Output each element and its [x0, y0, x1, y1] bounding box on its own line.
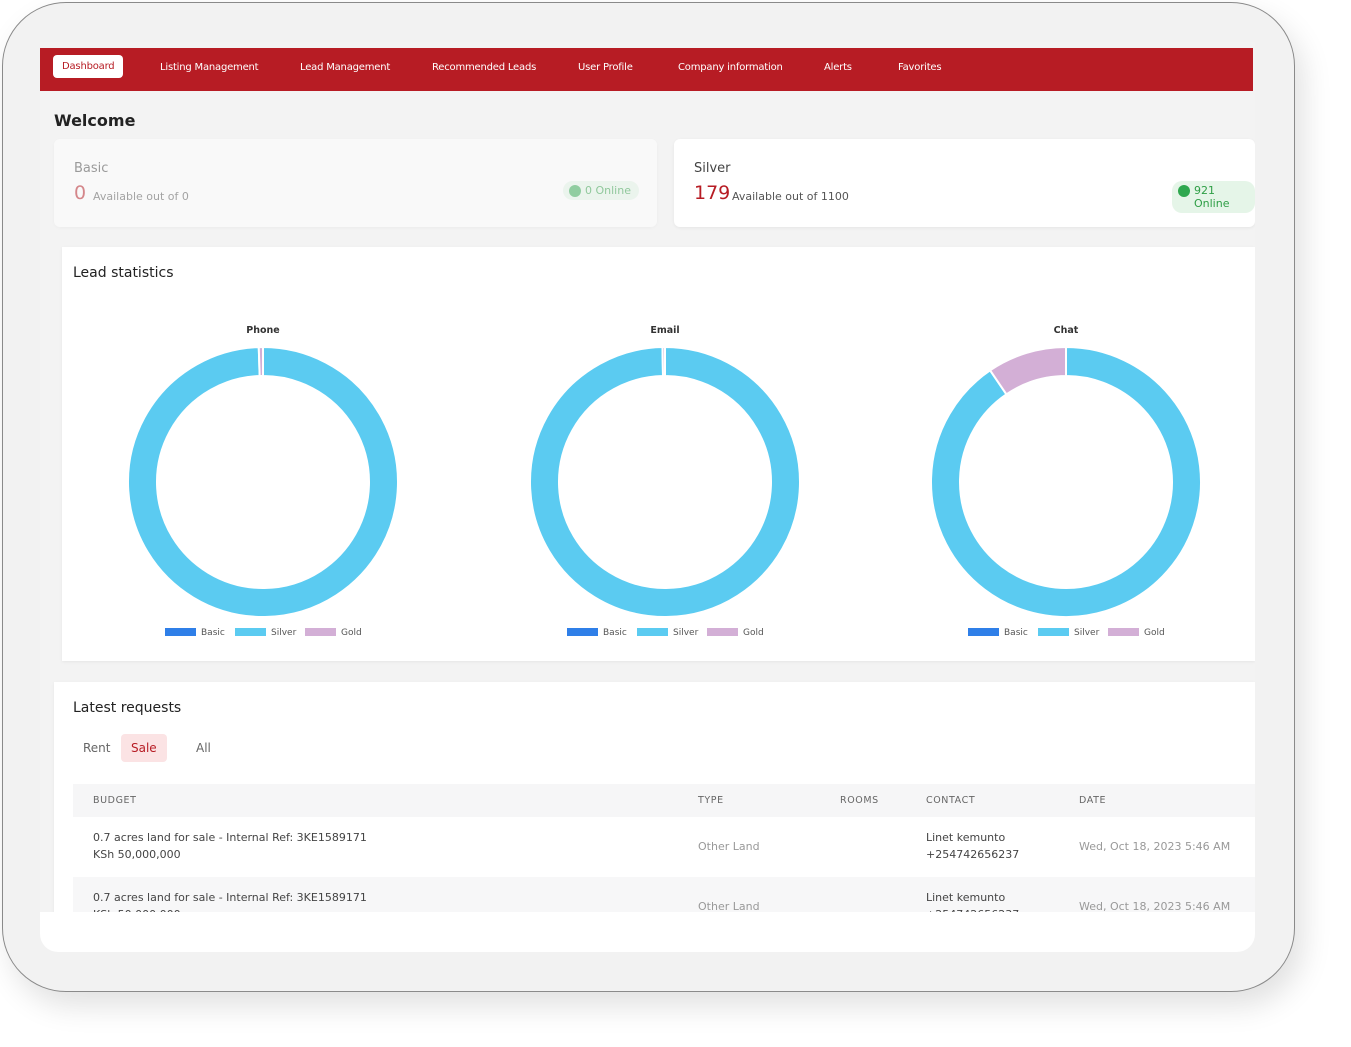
column-header: DATE: [1079, 795, 1107, 806]
tab[interactable]: Rent: [83, 741, 111, 755]
legend-label: Silver: [1074, 628, 1100, 638]
contact-name: Linet kemunto: [926, 891, 1006, 904]
nav-item[interactable]: Dashboard: [53, 55, 124, 78]
column-header: ROOMS: [840, 795, 879, 806]
chart-title: Email: [650, 325, 679, 336]
nav-item[interactable]: Alerts: [824, 62, 852, 73]
nav-item[interactable]: Recommended Leads: [432, 62, 537, 73]
legend-swatch: [567, 628, 598, 636]
plan-name: Basic: [74, 161, 109, 176]
latest-requests-card: Latest requests Rent Sale All BUDGET TYPE RO…: [54, 682, 1255, 912]
nav-item[interactable]: User Profile: [578, 62, 633, 73]
welcome-title: Welcome: [54, 111, 136, 130]
legend-label: Silver: [673, 628, 699, 638]
tab[interactable]: All: [196, 741, 211, 755]
legend-label: Basic: [603, 628, 627, 638]
legend-label: Gold: [341, 628, 362, 638]
nav-item[interactable]: Lead Management: [300, 62, 391, 73]
plan-available: 0: [74, 182, 87, 204]
pie-slice: [930, 345, 1202, 618]
legend-swatch: [1038, 628, 1069, 636]
pie-slice: [127, 345, 400, 618]
section-title: Latest requests: [73, 700, 182, 716]
legend-label: Basic: [201, 628, 225, 638]
row-date: Wed, Oct 18, 2023 5:46 AM: [1079, 900, 1231, 912]
column-header: BUDGET: [93, 795, 137, 806]
online-badge: 921 Online: [1172, 181, 1255, 213]
table-row: 0.7 acres land for sale - Internal Ref: …: [73, 817, 1255, 878]
pie-slice: [661, 345, 666, 378]
screen: Dashboard Listing Management Lead Manageme…: [40, 42, 1255, 952]
contact-phone: +254742656237: [926, 848, 1020, 861]
column-header: TYPE: [698, 795, 724, 806]
legend-label: Silver: [271, 628, 297, 638]
section-title: Lead statistics: [73, 265, 174, 281]
legend-swatch: [1108, 628, 1139, 636]
pie-slice: [257, 345, 264, 378]
nav-item[interactable]: Listing Management: [160, 62, 259, 73]
charts: Phone Basic Silver Gold Email Basic Silver Gold…: [127, 325, 1202, 638]
nav-bar: Dashboard Listing Management Lead Manageme…: [40, 48, 1253, 91]
chart-title: Chat: [1054, 325, 1079, 336]
legend-label: Gold: [1144, 628, 1165, 638]
legend-swatch: [165, 628, 196, 636]
dashboard: Dashboard Listing Management Lead Manageme…: [40, 42, 1255, 912]
nav-item[interactable]: Favorites: [898, 62, 942, 73]
table-header: [73, 784, 1255, 817]
legend-swatch: [637, 628, 668, 636]
chart-title: Phone: [246, 325, 279, 336]
plan-available-text: Available out of 1100: [732, 190, 849, 203]
row-price: KSh 50,000,000: [93, 908, 181, 912]
online-badge: 0 Online: [563, 181, 639, 200]
legend-swatch: [968, 628, 999, 636]
plan-card: Basic 0 Available out of 0 0 Online: [54, 139, 657, 227]
pie-slice: [988, 345, 1067, 396]
plan-name: Silver: [694, 161, 731, 176]
plan-available: 179: [694, 182, 731, 204]
row-title: 0.7 acres land for sale - Internal Ref: …: [93, 831, 367, 844]
row-type: Other Land: [698, 900, 760, 912]
lead-statistics-card: Lead statistics Phone Basic Silver Gold Emai…: [62, 247, 1255, 661]
contact-name: Linet kemunto: [926, 831, 1006, 844]
plan-available-text: Available out of 0: [93, 190, 189, 203]
legend-swatch: [707, 628, 738, 636]
legend-label: Gold: [743, 628, 764, 638]
tab[interactable]: Sale: [121, 734, 167, 762]
legend-label: Basic: [1004, 628, 1028, 638]
nav-item[interactable]: Company information: [678, 62, 783, 73]
pie-slice: [529, 345, 801, 618]
table-row: 0.7 acres land for sale - Internal Ref: …: [73, 877, 1255, 912]
row-title: 0.7 acres land for sale - Internal Ref: …: [93, 891, 367, 904]
plan-card: Silver 179 Available out of 1100 921 Online: [674, 139, 1255, 227]
legend-swatch: [235, 628, 266, 636]
row-price: KSh 50,000,000: [93, 848, 181, 861]
legend-swatch: [305, 628, 336, 636]
column-header: CONTACT: [926, 795, 976, 806]
row-type: Other Land: [698, 840, 760, 853]
row-date: Wed, Oct 18, 2023 5:46 AM: [1079, 840, 1231, 853]
contact-phone: +254742656237: [926, 908, 1019, 912]
